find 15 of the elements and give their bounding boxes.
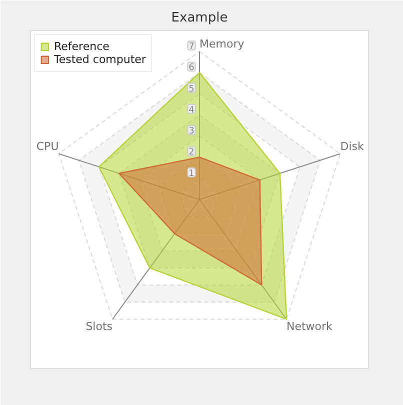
spoke-label: Memory	[200, 38, 245, 50]
y-tick-label: 6	[188, 63, 195, 74]
y-tick-label: 4	[188, 105, 195, 116]
spoke-label: Network	[286, 320, 334, 334]
spoke-label: CPU	[36, 140, 59, 153]
y-tick-label: 3	[188, 126, 194, 137]
y-tick-label: 5	[188, 84, 194, 94]
y-tick-label: 7	[188, 42, 194, 52]
y-tick-label: 2	[188, 148, 194, 158]
spoke-label: Disk	[340, 140, 365, 153]
y-tick-label: 1	[188, 168, 194, 179]
legend-label: Reference	[54, 40, 110, 53]
legend-label: Tested computer	[54, 53, 146, 66]
chart-title: Example	[171, 10, 228, 26]
spoke-label: Slots	[86, 320, 113, 334]
